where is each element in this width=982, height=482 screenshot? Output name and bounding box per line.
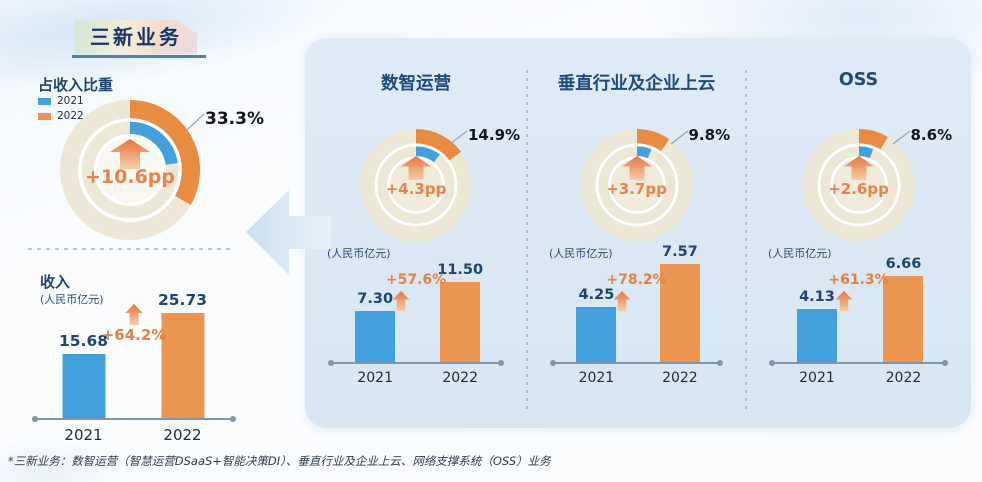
bar-value-2022: 6.66 bbox=[885, 256, 922, 272]
share-section-heading: 占收入比重 bbox=[38, 76, 114, 94]
bar-2021: 4.13 bbox=[796, 289, 837, 362]
year-label-2021: 2021 bbox=[64, 426, 103, 444]
segment-title: OSS bbox=[838, 70, 879, 90]
x-axis bbox=[550, 360, 723, 366]
growth-up-arrow-icon bbox=[125, 304, 143, 325]
growth-label: +78.2% bbox=[606, 272, 667, 288]
segment-unit-label: (人民币亿元) bbox=[549, 247, 613, 260]
leader-line bbox=[449, 130, 468, 145]
footnote: *三新业务：数智运营（智慧运营DSaaS+智能决策DI）、垂直行业及企业上云、网… bbox=[8, 454, 551, 468]
segment-share-pct-label: 8.6% bbox=[910, 126, 953, 144]
segment-share-donut-chart: +4.3pp bbox=[360, 129, 472, 241]
up-arrow-icon bbox=[110, 139, 150, 169]
year-label-2022: 2022 bbox=[442, 370, 479, 386]
bar-value-2022: 11.50 bbox=[437, 262, 484, 278]
up-arrow-icon bbox=[843, 156, 874, 180]
segment-title: 数智运营 bbox=[381, 74, 451, 94]
segment-divider bbox=[526, 70, 528, 414]
growth-label: +64.2% bbox=[101, 326, 167, 344]
growth-label: +61.3% bbox=[828, 272, 889, 288]
legend-swatch-2022 bbox=[38, 112, 51, 120]
legend-swatch-2021 bbox=[38, 97, 51, 105]
leader-line bbox=[892, 130, 911, 145]
segment-revenue-bar-chart: 4.13 6.66 +61.3% 2021 2022 bbox=[769, 256, 948, 386]
year-label-2022: 2022 bbox=[885, 370, 922, 386]
segment-unit-label: (人民币亿元) bbox=[327, 247, 391, 260]
leader-line bbox=[670, 130, 689, 145]
left-flow-arrow-icon bbox=[246, 190, 331, 275]
segment-digital-intelligence-ops: 数智运营 +4.3pp 14.9% (人民币亿元) 7.30 11.50 +57… bbox=[305, 38, 527, 428]
overview-revenue-bar-chart: 15.68 25.73 +64.2% 2021 2022 bbox=[32, 291, 236, 444]
segment-delta-label: +2.6pp bbox=[828, 180, 889, 198]
legend-label-2022: 2022 bbox=[57, 110, 84, 122]
overview-share-pct-label: 33.3% bbox=[205, 109, 264, 129]
year-label-2021: 2021 bbox=[578, 370, 615, 386]
leader-line bbox=[186, 113, 205, 131]
overview-delta-label: +10.6pp bbox=[85, 166, 175, 188]
segment-revenue-bar-chart: 4.25 7.57 +78.2% 2021 2022 bbox=[550, 244, 723, 386]
bar-value-2021: 7.30 bbox=[357, 291, 394, 307]
bar-2022: 7.57 bbox=[659, 244, 700, 362]
year-label-2022: 2022 bbox=[662, 370, 698, 386]
bar-value-2021: 4.13 bbox=[799, 289, 835, 305]
x-axis bbox=[32, 416, 236, 422]
bar-2021: 7.30 bbox=[355, 291, 396, 362]
bar-2022: 25.73 bbox=[158, 291, 207, 418]
legend-item-2021: 2021 bbox=[38, 95, 84, 107]
segment-delta-label: +3.7pp bbox=[606, 180, 667, 198]
bar-value-2021: 15.68 bbox=[58, 332, 109, 350]
segment-share-pct-label: 14.9% bbox=[468, 126, 521, 144]
year-label-2022: 2022 bbox=[163, 426, 202, 444]
segments-panel: 数智运营 +4.3pp 14.9% (人民币亿元) 7.30 11.50 +57… bbox=[305, 38, 971, 428]
segment-oss: OSS +2.6pp 8.6% (人民币亿元) 4.13 6.66 +61.3% bbox=[746, 38, 971, 428]
up-arrow-icon bbox=[401, 156, 431, 180]
bar-value-2022: 7.57 bbox=[662, 244, 698, 260]
segment-vertical-industry-cloud: 垂直行业及企业上云 +3.7pp 9.8% (人民币亿元) 4.25 7.57 … bbox=[527, 38, 746, 428]
growth-label: +57.6% bbox=[385, 272, 447, 288]
page-title-badge: 三新业务 bbox=[75, 20, 197, 54]
segment-unit-label: (人民币亿元) bbox=[768, 247, 832, 260]
segment-revenue-bar-chart: 7.30 11.50 +57.6% 2021 2022 bbox=[328, 262, 504, 386]
revenue-heading: 收入 bbox=[40, 273, 71, 291]
up-arrow-icon bbox=[621, 156, 652, 180]
bar-2022: 6.66 bbox=[883, 256, 924, 362]
segment-divider bbox=[745, 70, 747, 414]
overview-share-donut-chart: +10.6pp bbox=[60, 100, 200, 240]
year-label-2021: 2021 bbox=[799, 370, 835, 386]
segment-share-pct-label: 9.8% bbox=[688, 126, 731, 144]
bar-2021: 4.25 bbox=[576, 287, 617, 362]
year-label-2021: 2021 bbox=[357, 370, 394, 386]
section-divider bbox=[28, 248, 234, 250]
bar-2022: 11.50 bbox=[437, 262, 483, 362]
segment-share-donut-chart: +2.6pp bbox=[802, 129, 915, 241]
legend: 2021 2022 bbox=[38, 95, 84, 125]
legend-label-2021: 2021 bbox=[57, 95, 84, 107]
page-title: 三新业务 bbox=[90, 25, 182, 49]
segment-delta-label: +4.3pp bbox=[385, 180, 447, 198]
segment-share-donut-chart: +3.7pp bbox=[580, 129, 693, 241]
bar-value-2021: 4.25 bbox=[578, 287, 615, 303]
x-axis bbox=[769, 360, 948, 366]
title-underline bbox=[72, 55, 206, 58]
legend-item-2022: 2022 bbox=[38, 110, 84, 122]
bar-2021: 15.68 bbox=[59, 332, 108, 418]
revenue-unit-label: (人民币亿元) bbox=[40, 293, 104, 306]
x-axis bbox=[328, 360, 504, 366]
bar-value-2022: 25.73 bbox=[157, 291, 208, 309]
segment-title: 垂直行业及企业上云 bbox=[557, 74, 716, 94]
